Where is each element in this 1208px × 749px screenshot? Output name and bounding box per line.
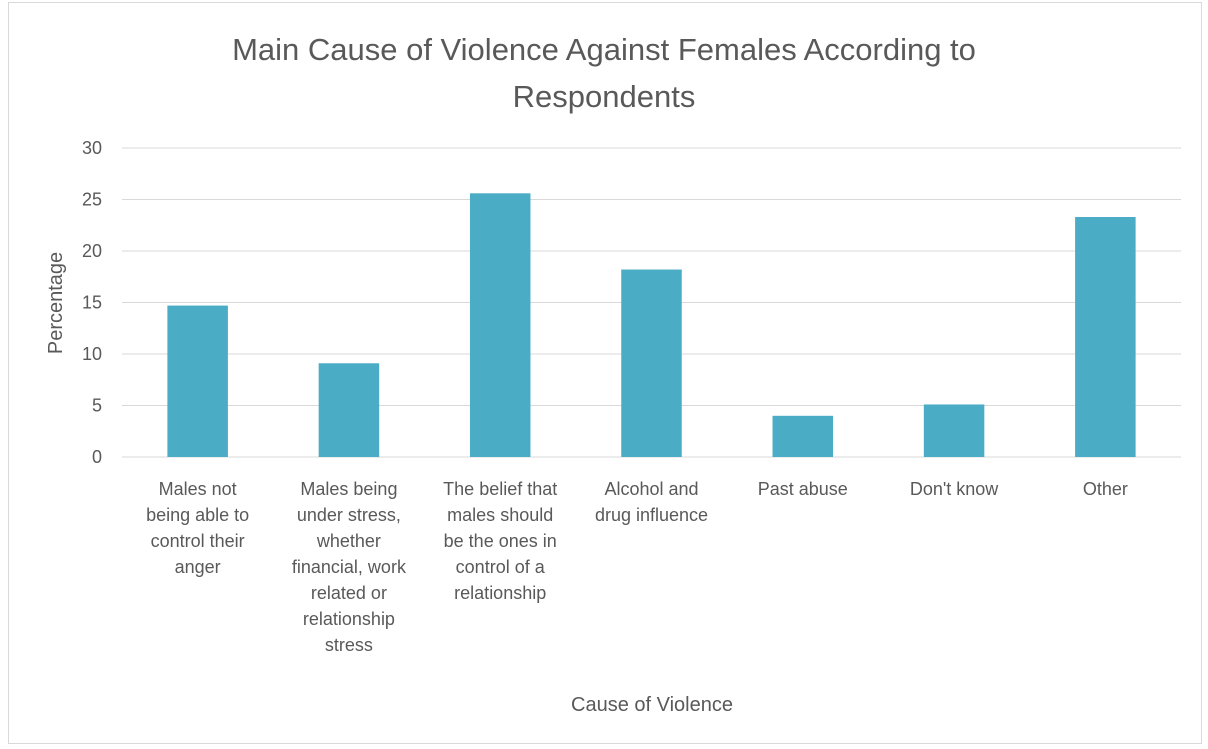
- y-tick-label: 15: [82, 293, 102, 313]
- x-category-label: Don't know: [910, 479, 999, 499]
- x-category-label-line: drug influence: [595, 505, 708, 525]
- y-axis-ticks: 0 5 10 15 20 25 30: [82, 138, 102, 467]
- x-category-label-line: males should: [447, 505, 553, 525]
- x-category-label-line: Past abuse: [758, 479, 848, 499]
- x-category-label: Males being under stress, whether financial…: [292, 479, 407, 655]
- y-tick-label: 25: [82, 190, 102, 210]
- chart-title-line-2: Respondents: [513, 79, 696, 114]
- x-category-label-line: relationship: [303, 609, 395, 629]
- bar: [167, 305, 228, 457]
- x-category-label-line: under stress,: [297, 505, 401, 525]
- bar: [318, 363, 380, 457]
- x-category-label: Other: [1083, 479, 1128, 499]
- chart-title: Main Cause of Violence Against Females A…: [232, 32, 976, 114]
- y-tick-label: 5: [92, 396, 102, 416]
- x-category-label: Alcohol and drug influence: [595, 479, 708, 525]
- x-category-label: Males not being able to control their anger: [146, 479, 249, 577]
- y-axis-title: Percentage: [45, 252, 67, 354]
- bar: [1075, 217, 1136, 457]
- bars: [167, 193, 1136, 457]
- x-category-label-line: The belief that: [443, 479, 557, 499]
- x-category-label-line: Don't know: [910, 479, 999, 499]
- x-category-label-line: Males being: [300, 479, 397, 499]
- gridlines: [122, 147, 1181, 458]
- x-axis-title: Cause of Violence: [571, 694, 733, 716]
- y-tick-label: 0: [92, 447, 102, 467]
- y-tick-label: 30: [82, 138, 102, 158]
- x-category-label: Past abuse: [758, 479, 848, 499]
- x-category-label-line: be the ones in: [444, 531, 557, 551]
- x-category-label: The belief that males should be the ones i…: [443, 479, 557, 603]
- x-category-label-line: Males not: [159, 479, 237, 499]
- x-category-label-line: Alcohol and: [604, 479, 698, 499]
- bar: [469, 193, 531, 457]
- x-category-label-line: Other: [1083, 479, 1128, 499]
- bar: [923, 404, 985, 457]
- x-category-label-line: being able to: [146, 505, 249, 525]
- x-category-label-line: control of a: [456, 557, 546, 577]
- x-category-label-line: control their: [151, 531, 245, 551]
- x-category-label-line: related or: [311, 583, 387, 603]
- bar: [621, 269, 682, 457]
- bar: [772, 415, 834, 457]
- x-category-label-line: financial, work: [292, 557, 407, 577]
- y-tick-label: 10: [82, 344, 102, 364]
- y-tick-label: 20: [82, 241, 102, 261]
- chart-title-line-1: Main Cause of Violence Against Females A…: [232, 32, 976, 67]
- x-category-label-line: stress: [325, 635, 373, 655]
- x-axis-category-labels: Males not being able to control their anger…: [146, 479, 1128, 655]
- x-category-label-line: whether: [316, 531, 381, 551]
- x-category-label-line: anger: [175, 557, 221, 577]
- x-category-label-line: relationship: [454, 583, 546, 603]
